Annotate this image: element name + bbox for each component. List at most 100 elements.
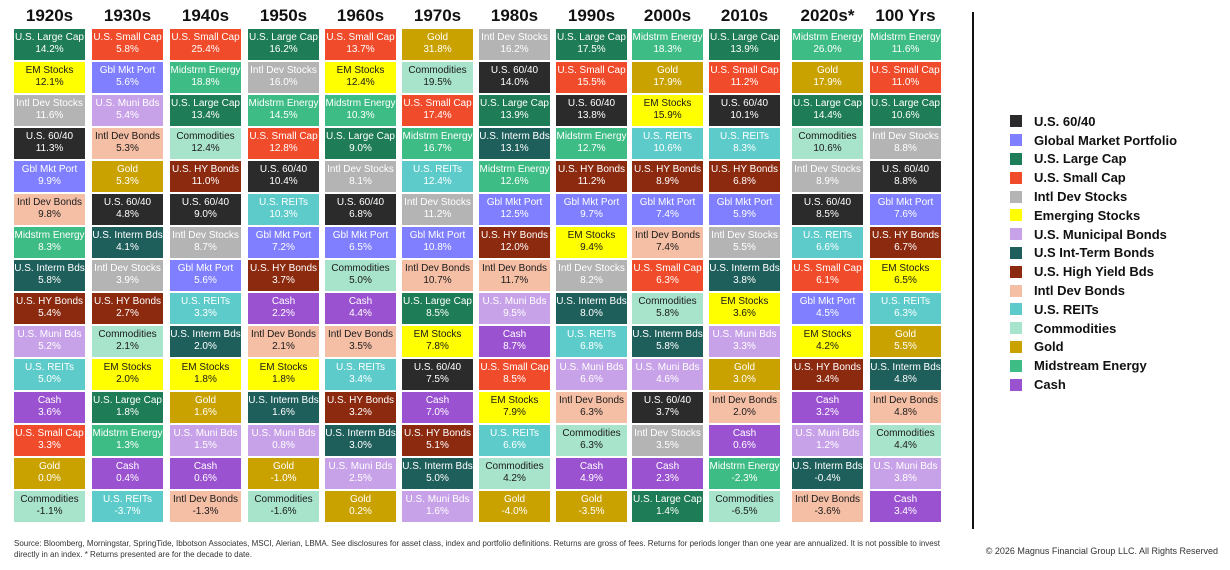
- return-cell: Commodities -1.6%: [248, 491, 319, 522]
- return-cell: U.S. Interm Bds 3.8%: [709, 260, 780, 291]
- return-value: 6.3%: [580, 440, 603, 451]
- asset-label: U.S. Muni Bds: [405, 494, 470, 505]
- return-cell: U.S. Large Cap 8.5%: [402, 293, 473, 324]
- asset-label: Midstrm Energy: [709, 461, 780, 472]
- return-value: 8.9%: [656, 176, 679, 187]
- return-cell: Intl Dev Bonds 2.0%: [709, 392, 780, 423]
- return-value: 26.0%: [813, 44, 842, 55]
- column-header: 1930s: [103, 6, 152, 25]
- return-value: 6.3%: [656, 275, 679, 286]
- return-cell: U.S. REITs 6.3%: [870, 293, 941, 324]
- legend-swatch: [1010, 171, 1022, 184]
- asset-label: U.S. 60/40: [881, 164, 930, 175]
- return-value: 14.2%: [35, 44, 64, 55]
- asset-label: U.S. Small Cap: [871, 65, 940, 76]
- return-cell: Gold -3.5%: [556, 491, 627, 522]
- return-cell: U.S. Muni Bds 1.2%: [792, 425, 863, 456]
- return-cell: Intl Dev Stocks 16.2%: [479, 29, 550, 60]
- return-cell: Cash 0.6%: [170, 458, 241, 489]
- return-value: 12.8%: [269, 143, 298, 154]
- return-value: 5.9%: [733, 209, 756, 220]
- asset-label: Cash: [271, 296, 296, 307]
- asset-label: Intl Dev Stocks: [711, 230, 778, 241]
- return-value: 12.4%: [423, 176, 452, 187]
- column-header: 2020s*: [800, 6, 855, 25]
- asset-label: U.S. Muni Bds: [635, 362, 700, 373]
- return-cell: Intl Dev Bonds -3.6%: [792, 491, 863, 522]
- asset-label: Midstrm Energy: [248, 98, 319, 109]
- asset-label: Intl Dev Stocks: [558, 263, 625, 274]
- return-value: 3.9%: [116, 275, 139, 286]
- asset-label: U.S. Small Cap: [403, 98, 472, 109]
- column-header: 2000s: [643, 6, 692, 25]
- asset-label: U.S. HY Bonds: [326, 395, 395, 406]
- asset-label: U.S. REITs: [720, 131, 769, 142]
- return-cell: U.S. HY Bonds 2.7%: [92, 293, 163, 324]
- asset-label: U.S. Interm Bds: [248, 395, 319, 406]
- asset-label: Commodities: [331, 263, 390, 274]
- return-cell: Commodities 6.3%: [556, 425, 627, 456]
- return-value: 2.0%: [194, 341, 217, 352]
- asset-label: U.S. Large Cap: [480, 98, 549, 109]
- return-value: 4.9%: [580, 473, 603, 484]
- return-cell: Commodities 5.8%: [632, 293, 703, 324]
- asset-label: U.S. Large Cap: [93, 395, 162, 406]
- legend-item: U.S. High Yield Bds: [1010, 262, 1177, 281]
- asset-label: U.S. REITs: [803, 230, 852, 241]
- legend: U.S. 60/40 Global Market Portfolio U.S. La…: [1010, 112, 1177, 394]
- return-value: 14.4%: [813, 110, 842, 121]
- return-cell: U.S. Interm Bds 8.0%: [556, 293, 627, 324]
- return-cell: U.S. Small Cap 17.4%: [402, 95, 473, 126]
- return-cell: U.S. 60/40 7.5%: [402, 359, 473, 390]
- asset-label: Gbl Mkt Port: [716, 197, 773, 208]
- return-cell: U.S. Large Cap 17.5%: [556, 29, 627, 60]
- legend-label: U.S Int-Term Bonds: [1034, 245, 1155, 261]
- asset-label: U.S. Large Cap: [403, 296, 472, 307]
- asset-label: U.S. Large Cap: [710, 32, 779, 43]
- column-header: 1950s: [259, 6, 308, 25]
- return-value: 9.4%: [580, 242, 603, 253]
- return-cell: Midstrm Energy 14.5%: [248, 95, 319, 126]
- return-cell: Intl Dev Stocks 5.5%: [709, 227, 780, 258]
- return-value: 6.3%: [894, 308, 917, 319]
- return-cell: U.S. 60/40 4.8%: [92, 194, 163, 225]
- asset-label: Gold: [426, 32, 449, 43]
- legend-label: U.S. REITs: [1034, 301, 1099, 317]
- return-cell: U.S. Muni Bds 0.8%: [248, 425, 319, 456]
- return-value: 7.2%: [272, 242, 295, 253]
- return-value: 10.7%: [423, 275, 452, 286]
- return-cell: U.S. Interm Bds 5.0%: [402, 458, 473, 489]
- return-cell: U.S. 60/40 14.0%: [479, 62, 550, 93]
- return-value: 11.2%: [423, 209, 452, 220]
- asset-label: Commodities: [98, 329, 157, 340]
- return-cell: Gold 1.6%: [170, 392, 241, 423]
- return-cell: U.S. HY Bonds 3.4%: [792, 359, 863, 390]
- asset-label: U.S. Interm Bds: [479, 131, 550, 142]
- asset-label: Commodities: [254, 494, 313, 505]
- return-cell: Intl Dev Bonds 7.4%: [632, 227, 703, 258]
- asset-label: EM Stocks: [881, 263, 930, 274]
- return-value: 5.5%: [894, 341, 917, 352]
- return-cell: Intl Dev Stocks 16.0%: [248, 62, 319, 93]
- return-cell: Intl Dev Bonds 11.7%: [479, 260, 550, 291]
- asset-label: Midstrm Energy: [792, 32, 863, 43]
- legend-swatch: [1010, 115, 1022, 128]
- return-value: 6.5%: [894, 275, 917, 286]
- asset-label: Intl Dev Stocks: [872, 131, 939, 142]
- return-cell: U.S. Muni Bds 3.8%: [870, 458, 941, 489]
- legend-item: U.S Int-Term Bonds: [1010, 244, 1177, 263]
- return-value: 25.4%: [191, 44, 220, 55]
- return-cell: Gbl Mkt Port 6.5%: [325, 227, 396, 258]
- asset-label: U.S. HY Bonds: [480, 230, 549, 241]
- asset-label: Intl Dev Bonds: [327, 329, 394, 340]
- asset-label: U.S. REITs: [336, 362, 385, 373]
- return-cell: Intl Dev Stocks 8.2%: [556, 260, 627, 291]
- return-value: 3.7%: [272, 275, 295, 286]
- return-value: 6.7%: [894, 242, 917, 253]
- asset-label: Gold: [194, 395, 217, 406]
- return-cell: EM Stocks 7.8%: [402, 326, 473, 357]
- asset-label: U.S. Muni Bds: [873, 461, 938, 472]
- asset-label: Intl Dev Bonds: [94, 131, 161, 142]
- return-cell: U.S. HY Bonds 5.4%: [14, 293, 85, 324]
- asset-label: U.S. Large Cap: [793, 98, 862, 109]
